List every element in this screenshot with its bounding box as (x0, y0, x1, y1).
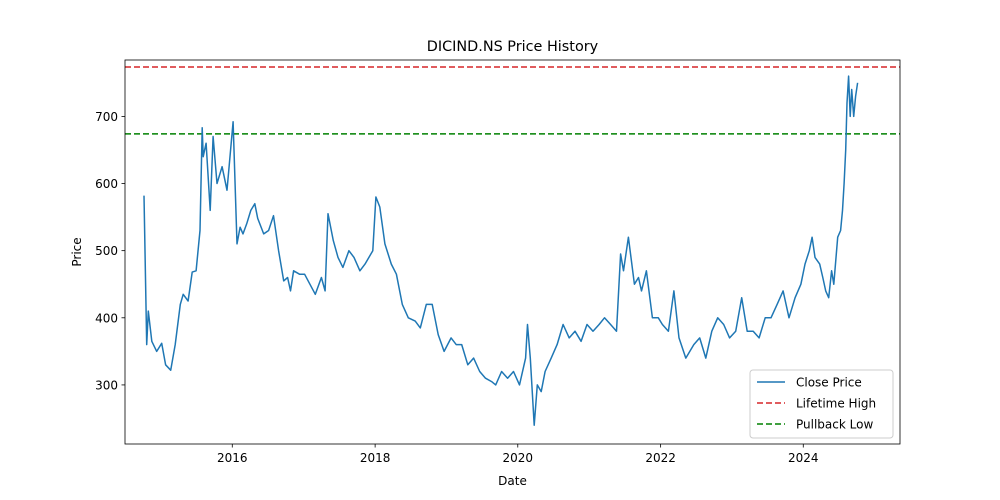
y-tick-label: 500 (95, 244, 118, 258)
x-axis-label: Date (498, 474, 527, 488)
legend-box (749, 369, 894, 439)
legend-entry-lifetime-high: Lifetime High (757, 397, 876, 411)
y-tick-label: 600 (95, 177, 118, 191)
plot-area (125, 66, 900, 426)
x-tick-label: 2020 (503, 451, 534, 465)
y-tick-label: 400 (95, 311, 118, 325)
legend-entry-pullback-low: Pullback Low (757, 418, 873, 432)
chart-title: DICIND.NS Price History (427, 39, 599, 55)
x-tick-label: 2016 (217, 451, 248, 465)
reference-lines (125, 66, 900, 135)
y-axis-label: Price (70, 237, 84, 266)
legend-label: Lifetime High (796, 397, 876, 411)
x-tick-label: 2022 (645, 451, 676, 465)
legend: Close Price Lifetime High Pullback Low (749, 369, 894, 439)
legend-label: Pullback Low (796, 418, 873, 432)
x-axis-ticks: 2016 2018 2020 2022 2024 (217, 444, 819, 465)
legend-entry-close-price: Close Price (757, 376, 862, 390)
y-tick-label: 700 (95, 110, 118, 124)
legend-label: Close Price (796, 376, 862, 390)
axes-frame (124, 59, 901, 445)
y-axis-ticks: 300 400 500 600 700 (95, 110, 125, 392)
x-tick-label: 2024 (788, 451, 819, 465)
series-close-price-line (143, 75, 859, 426)
x-tick-label: 2018 (360, 451, 391, 465)
y-tick-label: 300 (95, 378, 118, 392)
